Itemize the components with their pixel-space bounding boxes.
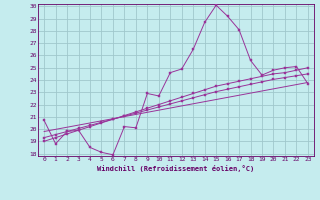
X-axis label: Windchill (Refroidissement éolien,°C): Windchill (Refroidissement éolien,°C) bbox=[97, 165, 255, 172]
